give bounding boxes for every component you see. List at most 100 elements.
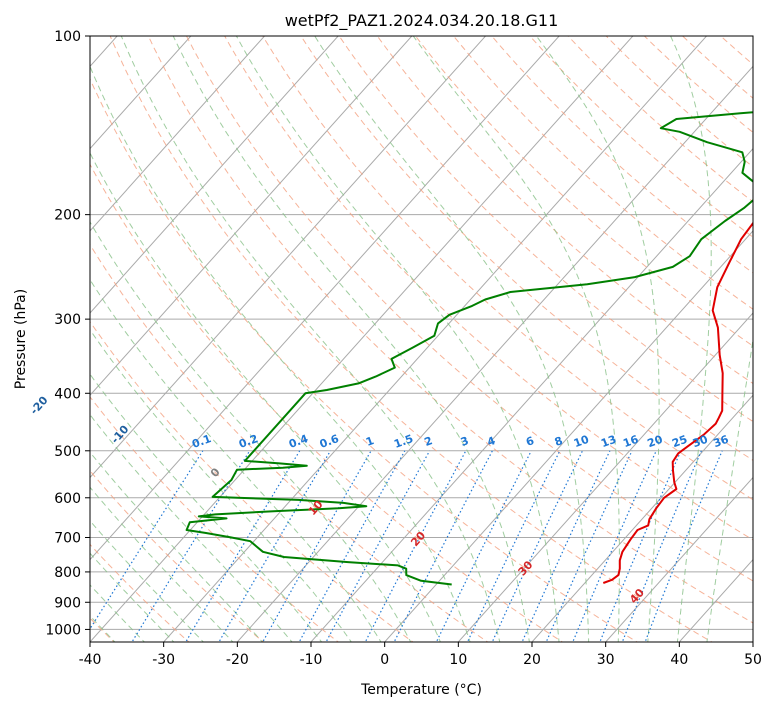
mixing-ratio-line xyxy=(521,450,611,642)
moist-adiabat-line xyxy=(90,278,382,642)
temperature-profile-line xyxy=(602,221,753,584)
mixing-ratio-label: 1 xyxy=(364,434,376,449)
y-axis-ticks: 1000 900 800 700 600 500 400 300 200 100 xyxy=(45,29,90,638)
mixing-ratio-label: 2 xyxy=(423,434,435,449)
mixing-ratio-label: 30 xyxy=(691,433,710,451)
dry-adiabat-line xyxy=(338,36,753,423)
mixing-ratio-label: 0.1 xyxy=(190,432,213,451)
dry-adiabat-line xyxy=(224,36,753,541)
x-tick-label: -30 xyxy=(152,652,175,668)
moist-adiabat-line xyxy=(670,36,712,642)
x-tick-label: 10 xyxy=(449,652,467,668)
isotherm-line xyxy=(90,36,487,479)
moist-adiabat-line xyxy=(412,36,620,642)
y-tick-label: 800 xyxy=(54,565,81,581)
y-tick-label: 200 xyxy=(54,208,81,224)
mixing-ratio-label: 0.4 xyxy=(287,432,310,451)
mixing-ratio-line xyxy=(644,450,723,642)
dry-adiabat-line xyxy=(90,320,414,642)
isotherm-line xyxy=(162,36,708,642)
mixing-ratio-line xyxy=(90,450,204,631)
x-tick-label: 50 xyxy=(744,652,762,668)
chart-title: wetPf2_PAZ1.2024.034.20.18.G11 xyxy=(285,11,559,31)
mixing-ratio-label: 6 xyxy=(524,434,536,449)
x-tick-label: 40 xyxy=(670,652,688,668)
mixing-ratio-line xyxy=(621,450,702,642)
isotherm-line xyxy=(383,230,753,642)
dry-adiabat-line xyxy=(90,243,489,642)
series-layer xyxy=(185,111,753,586)
moist-adiabat-line xyxy=(172,36,530,642)
mixing-ratio-label: 13 xyxy=(599,433,618,450)
moist-adiabat-line xyxy=(90,486,234,642)
mixing-ratio-label: 4 xyxy=(485,434,497,449)
mixing-ratio-line xyxy=(218,450,332,642)
x-tick-label: -10 xyxy=(300,652,323,668)
mixing-ratio-line xyxy=(491,450,584,642)
moist-adiabat-line xyxy=(90,451,264,642)
moist-adiabat-line xyxy=(90,65,471,642)
y-tick-label: 400 xyxy=(54,386,81,402)
y-tick-label: 500 xyxy=(54,444,81,460)
x-tick-label: -20 xyxy=(226,652,249,668)
isotherm-line xyxy=(90,36,266,232)
isotherm-line xyxy=(236,65,753,642)
moist-adiabat-line xyxy=(90,151,441,642)
x-tick-label: 30 xyxy=(597,652,615,668)
isotherm-line xyxy=(90,36,192,150)
y-tick-label: 300 xyxy=(54,312,81,328)
x-axis-label: Temperature (°C) xyxy=(360,682,482,698)
dry-adiabat-line xyxy=(262,36,753,501)
y-tick-label: 100 xyxy=(54,29,81,45)
dewpoint-profile-line xyxy=(185,111,753,586)
dry-adiabat-line xyxy=(452,36,753,310)
isotherm-line xyxy=(457,312,753,642)
dry-adiabat-line xyxy=(147,36,753,624)
mixing-ratio-label: 0.6 xyxy=(318,432,341,451)
x-tick-label: 0 xyxy=(380,652,389,668)
moist-adiabat-line xyxy=(120,36,501,642)
mixing-ratio-label: 0.2 xyxy=(237,432,260,451)
mixing-ratio-line xyxy=(131,450,251,642)
mixing-ratio-label: 36 xyxy=(712,433,731,451)
isotherm-line xyxy=(310,147,753,642)
mixing-ratio-label: 25 xyxy=(670,433,689,450)
isotherm-line xyxy=(531,394,753,642)
y-axis-label: Pressure (hPa) xyxy=(13,289,29,389)
moist-adiabat-line xyxy=(235,36,560,642)
moist-adiabat-line xyxy=(535,36,660,642)
mixing-ratio-line xyxy=(599,450,682,642)
dry-adiabat-line xyxy=(643,36,753,134)
mixing-ratio-label: 8 xyxy=(553,434,565,449)
mixing-ratio-label: 16 xyxy=(621,433,640,451)
plot-frame xyxy=(89,35,754,643)
isotherm-line xyxy=(90,36,339,314)
x-tick-label: 20 xyxy=(523,652,541,668)
dry-adiabat-line xyxy=(109,36,713,642)
moist-adiabat-line xyxy=(314,36,590,642)
mixing-ratio-label: 1.5 xyxy=(392,432,415,451)
moist-adiabat-line xyxy=(90,413,293,642)
dry-adiabat-line xyxy=(491,36,753,274)
dry-adiabat-line xyxy=(90,77,639,642)
mixing-ratio-line xyxy=(393,450,493,642)
moist-adiabat-line xyxy=(90,373,323,642)
x-tick-label: -40 xyxy=(79,652,102,668)
y-tick-label: 700 xyxy=(54,531,81,547)
background-lines xyxy=(90,36,753,642)
moist-adiabat-line xyxy=(90,221,412,642)
dry-adiabat-line xyxy=(90,470,265,642)
dry-adiabat-line xyxy=(300,36,753,461)
isotherm-line xyxy=(604,476,753,642)
x-axis-ticks: -40 -30 -20 -10 0 10 20 30 40 50 xyxy=(79,642,762,668)
mixing-ratio-label: 20 xyxy=(646,433,665,451)
isotherm-line xyxy=(90,36,634,642)
y-tick-label: 1000 xyxy=(45,622,81,638)
mixing-ratio-line xyxy=(364,450,467,642)
mixing-ratio-label: 3 xyxy=(459,434,471,449)
mixing-ratio-label: 10 xyxy=(572,433,591,451)
y-tick-label: 900 xyxy=(54,595,81,611)
y-tick-label: 600 xyxy=(54,491,81,507)
isotherm-line xyxy=(90,36,413,397)
